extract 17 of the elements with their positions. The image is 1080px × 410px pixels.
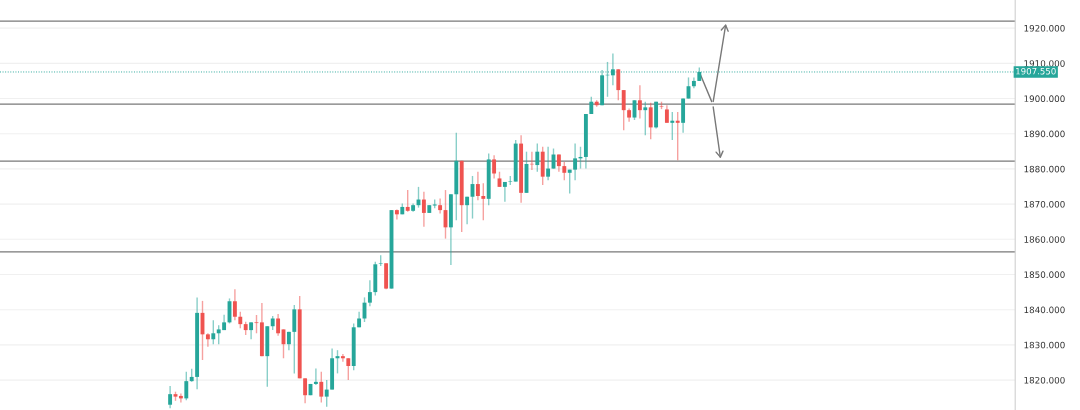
y-tick-label: 1910.000: [1024, 60, 1065, 67]
y-tick-label: 1920.000: [1024, 24, 1065, 32]
candlestick: [313, 367, 318, 386]
y-tick-label: 1850.000: [1024, 271, 1065, 278]
candlestick: [340, 353, 345, 363]
candlestick: [438, 197, 443, 215]
y-tick-label: 1880.000: [1024, 165, 1065, 173]
y-tick-label: 1820.000: [1024, 376, 1065, 384]
y-tick-label: 1840.000: [1024, 306, 1065, 314]
candlestick: [394, 208, 399, 221]
y-tick-label: 1870.000: [1024, 200, 1065, 208]
ref-line-label: 1907.550: [1016, 67, 1056, 75]
y-tick-label: 1890.000: [1024, 130, 1065, 138]
y-tick-label: 1860.000: [1024, 236, 1065, 243]
y-tick-label: 1900.000: [1024, 95, 1065, 102]
candlestick: [205, 332, 210, 348]
y-tick-label: 1830.000: [1024, 341, 1065, 349]
